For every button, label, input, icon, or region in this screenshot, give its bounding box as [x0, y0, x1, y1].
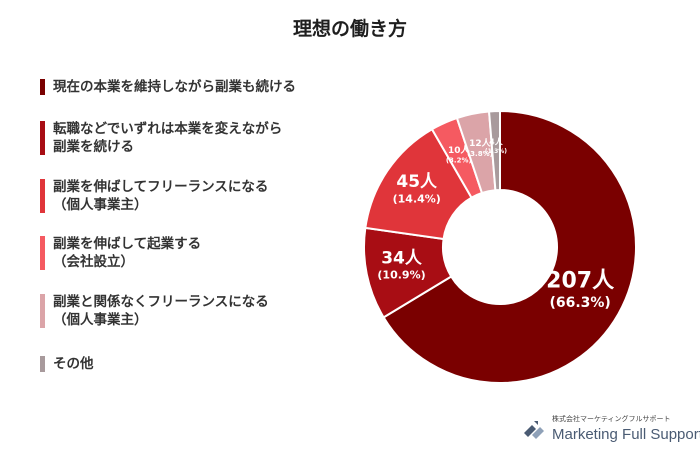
slice-percent-label: (3.8%): [467, 150, 493, 158]
slice-percent-label: (14.4%): [393, 192, 441, 205]
footer-logo: 株式会社マーケティングフルサポート Marketing Full Support: [522, 414, 700, 450]
legend-label-line: 副業と関係なくフリーランスになる: [53, 294, 269, 310]
legend-label-line: 副業を伸ばしてフリーランスになる: [53, 179, 269, 195]
legend-label-line: （個人事業主）: [53, 312, 148, 328]
legend-swatch: [40, 121, 45, 155]
legend-label: 現在の本業を維持しながら副業も続ける: [53, 78, 296, 96]
legend-item: 副業と関係なくフリーランスになる （個人事業主）: [40, 293, 269, 329]
logo-icon: [524, 421, 544, 439]
legend-swatch: [40, 236, 45, 270]
slice-percent-label: (1.3%): [485, 148, 507, 155]
legend-label: 副業と関係なくフリーランスになる （個人事業主）: [53, 293, 269, 329]
legend-label-line: 現在の本業を維持しながら副業も続ける: [53, 79, 296, 95]
legend-label: その他: [53, 355, 94, 373]
slice-percent-label: (3.2%): [446, 157, 472, 165]
legend-item: その他: [40, 355, 94, 373]
donut-slice: [382, 109, 637, 384]
legend-label: 副業を伸ばして起業する （会社設立）: [53, 235, 201, 271]
legend-swatch: [40, 294, 45, 328]
legend-label-line: 転職などでいずれは本業を変えながら: [53, 121, 283, 137]
legend-item: 現在の本業を維持しながら副業も続ける: [40, 78, 296, 96]
legend-swatch: [40, 79, 45, 95]
brand-name: Marketing Full Support: [552, 426, 700, 443]
legend-label-line: （会社設立）: [53, 254, 134, 270]
chart-title: 理想の働き方: [292, 18, 407, 40]
legend-label-line: その他: [53, 356, 94, 372]
donut-slice: [487, 109, 501, 192]
legend-item: 副業を伸ばしてフリーランスになる （個人事業主）: [40, 178, 268, 214]
slice-value-label: 10人: [448, 144, 471, 156]
slice-value-label: 45人: [396, 172, 438, 192]
legend-item: 転職などでいずれは本業を変えながら 副業を続ける: [40, 120, 282, 156]
slice-value-label: 34人: [381, 248, 423, 268]
legend-label-line: 副業を伸ばして起業する: [53, 236, 202, 252]
legend-item: 副業を伸ばして起業する （会社設立）: [40, 235, 201, 271]
slice-percent-label: (10.9%): [377, 269, 425, 282]
slice-percent-label: (66.3%): [549, 295, 610, 311]
company-name: 株式会社マーケティングフルサポート: [552, 415, 671, 423]
legend-swatch: [40, 356, 45, 372]
slice-value-label: 207人: [546, 268, 614, 293]
legend-label-line: （個人事業主）: [53, 197, 148, 213]
legend-label: 転職などでいずれは本業を変えながら 副業を続ける: [53, 120, 282, 156]
legend-label-line: 副業を続ける: [53, 139, 134, 155]
slice-value-label: 4人: [489, 136, 504, 146]
donut-chart: 207人 (66.3%) 34人(10.9%) 45人(14.4%) 10人(3.2%)…: [363, 109, 637, 384]
legend-swatch: [40, 179, 45, 213]
legend-label: 副業を伸ばしてフリーランスになる （個人事業主）: [53, 178, 268, 214]
slice-value-label: 12人: [469, 137, 492, 149]
